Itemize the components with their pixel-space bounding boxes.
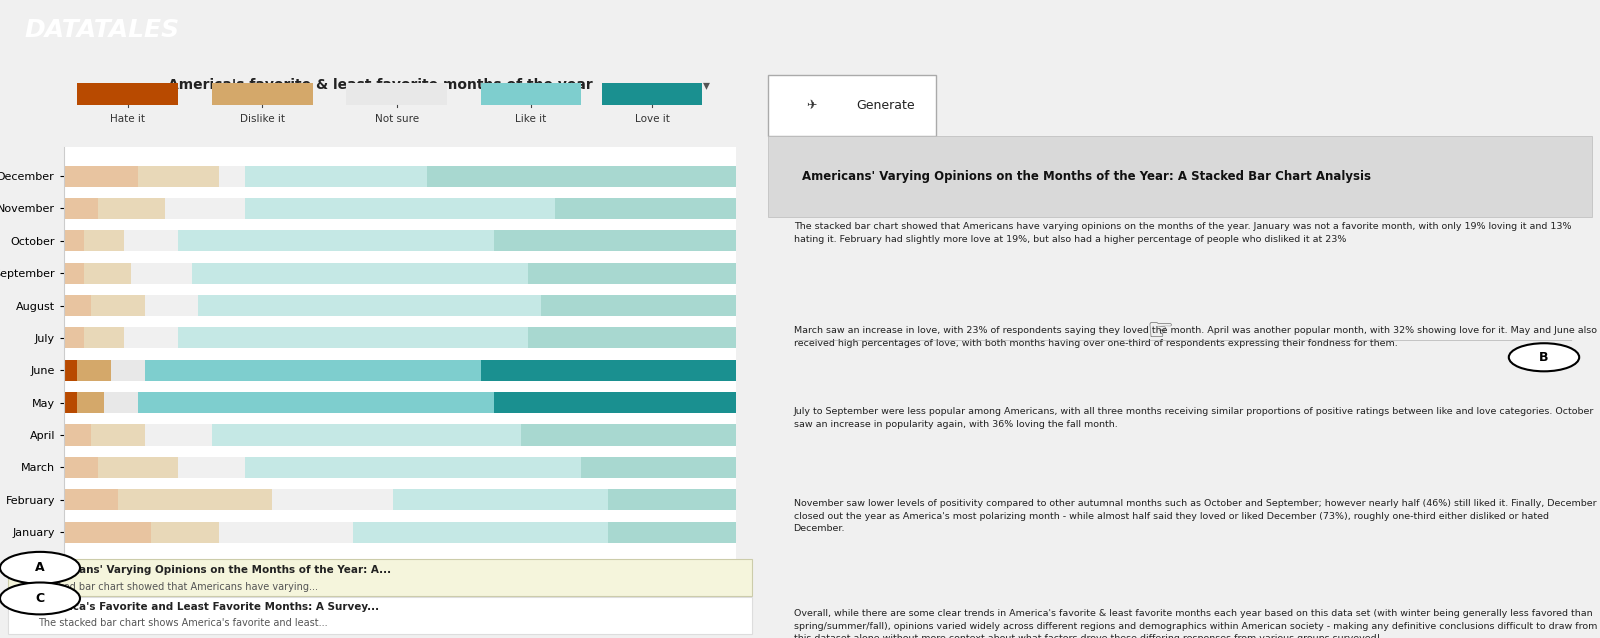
Bar <box>494 392 736 413</box>
Text: November saw lower levels of positivity compared to other autumnal months such a: November saw lower levels of positivity … <box>794 500 1597 533</box>
FancyBboxPatch shape <box>768 136 1592 216</box>
Bar <box>198 295 541 316</box>
Bar <box>272 489 394 510</box>
Bar <box>110 360 144 381</box>
Text: Overall, while there are some clear trends in America's favorite & least favorit: Overall, while there are some clear tren… <box>794 609 1597 638</box>
FancyBboxPatch shape <box>768 75 936 136</box>
Bar <box>480 360 736 381</box>
Bar <box>219 521 354 542</box>
Text: Americans' Varying Opinions on the Months of the Year: A...: Americans' Varying Opinions on the Month… <box>38 565 390 575</box>
Text: A: A <box>35 561 45 574</box>
Bar <box>528 327 736 348</box>
Bar <box>178 327 528 348</box>
Text: Love it: Love it <box>635 114 669 124</box>
Text: Hate it: Hate it <box>110 114 146 124</box>
Text: The stacked bar chart shows America's favorite and least...: The stacked bar chart shows America's fa… <box>38 618 328 628</box>
Bar <box>64 295 91 316</box>
Bar <box>64 327 85 348</box>
FancyBboxPatch shape <box>211 83 312 105</box>
Text: March saw an increase in love, with 23% of respondents saying they loved the mon: March saw an increase in love, with 23% … <box>794 326 1597 348</box>
FancyBboxPatch shape <box>480 83 581 105</box>
Bar <box>64 424 91 445</box>
Bar <box>581 457 736 478</box>
FancyBboxPatch shape <box>77 83 178 105</box>
Bar <box>64 230 85 251</box>
Bar <box>91 424 144 445</box>
Bar <box>144 360 480 381</box>
Bar <box>64 457 98 478</box>
Bar <box>608 489 736 510</box>
Bar <box>64 263 85 284</box>
Text: Dislike it: Dislike it <box>240 114 285 124</box>
Bar <box>138 392 494 413</box>
Text: C: C <box>35 592 45 605</box>
Bar <box>138 166 219 187</box>
Bar <box>64 521 152 542</box>
Bar <box>219 166 245 187</box>
Text: America's favorite & least favorite months of the year: America's favorite & least favorite mont… <box>168 78 592 92</box>
Text: ▾: ▾ <box>704 78 710 92</box>
Bar <box>77 360 110 381</box>
FancyBboxPatch shape <box>602 83 702 105</box>
Bar <box>91 295 144 316</box>
Bar <box>608 521 736 542</box>
Text: DATATALES: DATATALES <box>24 19 179 42</box>
Bar <box>64 489 118 510</box>
Text: Like it: Like it <box>515 114 547 124</box>
Text: The stacked bar chart showed that Americans have varying opinions on the months : The stacked bar chart showed that Americ… <box>794 222 1571 244</box>
Bar <box>85 230 125 251</box>
Bar <box>118 489 272 510</box>
Bar <box>245 198 555 219</box>
Bar <box>77 392 104 413</box>
Bar <box>245 166 427 187</box>
Bar <box>125 327 178 348</box>
Bar <box>354 521 608 542</box>
Text: ✈: ✈ <box>806 99 816 112</box>
Bar <box>494 230 736 251</box>
Bar <box>64 392 77 413</box>
Bar <box>178 457 245 478</box>
Bar <box>555 198 736 219</box>
Bar <box>64 166 138 187</box>
Bar <box>131 263 192 284</box>
FancyBboxPatch shape <box>8 559 752 596</box>
Bar <box>64 360 77 381</box>
Bar <box>152 521 219 542</box>
X-axis label: Month: Month <box>382 587 418 597</box>
Bar <box>85 263 131 284</box>
Bar <box>98 198 165 219</box>
Text: Not sure: Not sure <box>374 114 419 124</box>
Bar <box>178 230 494 251</box>
Text: America's Favorite and Least Favorite Months: A Survey...: America's Favorite and Least Favorite Mo… <box>38 602 379 612</box>
Bar <box>144 424 211 445</box>
Text: stacked bar chart showed that Americans have varying...: stacked bar chart showed that Americans … <box>38 582 318 591</box>
Text: B: B <box>1539 351 1549 364</box>
Bar <box>541 295 736 316</box>
FancyBboxPatch shape <box>8 597 752 634</box>
Bar <box>64 198 98 219</box>
Text: Generate: Generate <box>856 99 915 112</box>
Bar <box>165 198 245 219</box>
Bar <box>192 263 528 284</box>
Bar <box>98 457 178 478</box>
Text: ☞: ☞ <box>1146 318 1174 346</box>
Bar <box>245 457 581 478</box>
Bar <box>144 295 198 316</box>
Bar <box>85 327 125 348</box>
Bar <box>104 392 138 413</box>
Bar <box>427 166 736 187</box>
Bar <box>394 489 608 510</box>
Bar <box>125 230 178 251</box>
Bar <box>211 424 522 445</box>
Text: July to September were less popular among Americans, with all three months recei: July to September were less popular amon… <box>794 407 1594 429</box>
Bar <box>528 263 736 284</box>
FancyBboxPatch shape <box>346 83 446 105</box>
Bar <box>522 424 736 445</box>
Text: Americans' Varying Opinions on the Months of the Year: A Stacked Bar Chart Analy: Americans' Varying Opinions on the Month… <box>802 170 1371 182</box>
